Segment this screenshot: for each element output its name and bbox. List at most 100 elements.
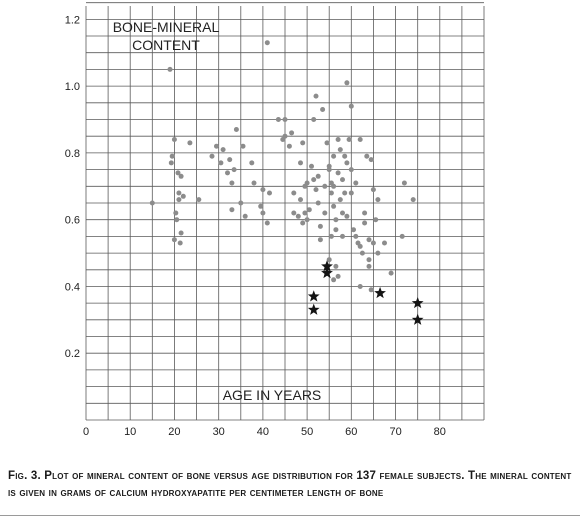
x-tick-label: 30: [213, 426, 225, 438]
y-tick-label: 0.8: [65, 148, 80, 160]
data-point: [353, 233, 359, 239]
data-point: [260, 210, 266, 216]
data-point: [368, 287, 374, 293]
y-tick-label: 1.2: [65, 14, 80, 26]
data-point: [348, 190, 354, 196]
data-point: [249, 160, 255, 166]
data-point: [337, 147, 343, 153]
tick-labels: 0 10 20 30 40 50 60 70 80 0.2 0.4 0.6 0.8 1.0 1.2: [65, 14, 446, 438]
data-point: [317, 223, 323, 229]
data-point: [214, 143, 219, 149]
data-point: [264, 40, 270, 46]
data-point-star: [321, 260, 333, 272]
data-point: [309, 163, 314, 169]
data-point: [171, 237, 177, 243]
data-point: [220, 147, 226, 153]
data-point: [187, 140, 193, 146]
x-tick-label: 50: [301, 426, 313, 438]
data-point: [353, 180, 359, 186]
data-point: [229, 180, 235, 186]
data-point: [331, 183, 337, 189]
data-point: [300, 220, 306, 226]
data-point: [240, 143, 246, 149]
x-axis-label: AGE IN YEARS: [223, 387, 322, 403]
data-point: [233, 127, 239, 132]
data-point: [328, 190, 334, 196]
data-point: [335, 170, 341, 176]
data-point: [326, 257, 332, 263]
data-point: [331, 277, 337, 283]
data-point: [304, 180, 310, 186]
data-point: [344, 213, 350, 219]
data-point: [251, 180, 257, 186]
data-point: [335, 137, 341, 142]
bottom-rule: [0, 515, 580, 516]
data-point: [370, 187, 376, 193]
data-point: [260, 187, 266, 193]
data-point: [291, 210, 297, 216]
data-point: [331, 203, 337, 209]
data-point: [169, 153, 175, 159]
data-point: [375, 250, 381, 256]
data-point: [167, 66, 173, 72]
data-point: [410, 197, 416, 203]
data-point: [238, 200, 244, 206]
data-point: [322, 183, 328, 189]
data-point: [298, 160, 303, 166]
data-point: [280, 137, 286, 142]
data-point: [317, 237, 323, 243]
x-tick-label: 80: [434, 426, 446, 438]
data-point: [175, 170, 181, 176]
data-point: [366, 263, 372, 269]
data-point-star: [374, 286, 386, 299]
data-point: [322, 210, 328, 216]
data-point: [333, 227, 339, 233]
data-point: [340, 177, 345, 183]
data-point: [344, 80, 350, 86]
chart-title-line-2: CONTENT: [132, 37, 200, 53]
data-point: [300, 140, 306, 146]
data-point: [227, 157, 233, 163]
data-point: [320, 107, 326, 112]
data-point: [178, 230, 184, 236]
data-point: [373, 217, 379, 223]
figure-label: Fig. 3.: [8, 470, 41, 482]
data-point: [298, 197, 303, 203]
data-point: [328, 233, 334, 239]
data-point: [313, 93, 319, 99]
data-point: [242, 213, 248, 219]
y-tick-label: 0.6: [65, 215, 80, 227]
data-point: [311, 117, 317, 122]
data-point: [291, 190, 297, 196]
data-point: [176, 197, 182, 203]
data-point: [366, 237, 372, 243]
data-point: [258, 203, 264, 209]
data-point: [340, 233, 345, 239]
x-tick-label: 20: [168, 426, 180, 438]
figure-caption: Fig. 3. Plot of mineral content of bone …: [8, 468, 574, 502]
data-point: [177, 240, 183, 246]
data-point: [357, 137, 363, 142]
data-point: [149, 200, 155, 206]
data-point: [178, 173, 184, 179]
data-point: [362, 210, 368, 216]
data-point: [289, 130, 295, 136]
data-point: [275, 117, 281, 122]
data-point: [401, 180, 407, 186]
data-point: [348, 103, 354, 109]
data-point: [171, 137, 177, 142]
data-point: [173, 210, 179, 216]
data-point: [302, 210, 308, 216]
data-point: [311, 177, 317, 183]
data-point: [362, 220, 368, 226]
data-point: [231, 167, 237, 173]
data-point: [340, 210, 345, 216]
chart-title-line-1: BONE-MINERAL: [113, 19, 220, 35]
data-point: [333, 263, 339, 269]
data-point: [388, 270, 394, 276]
data-point: [368, 157, 374, 163]
data-point: [331, 153, 337, 159]
data-point: [168, 160, 174, 166]
chart-grid: [85, 2, 485, 421]
data-point: [375, 197, 381, 203]
